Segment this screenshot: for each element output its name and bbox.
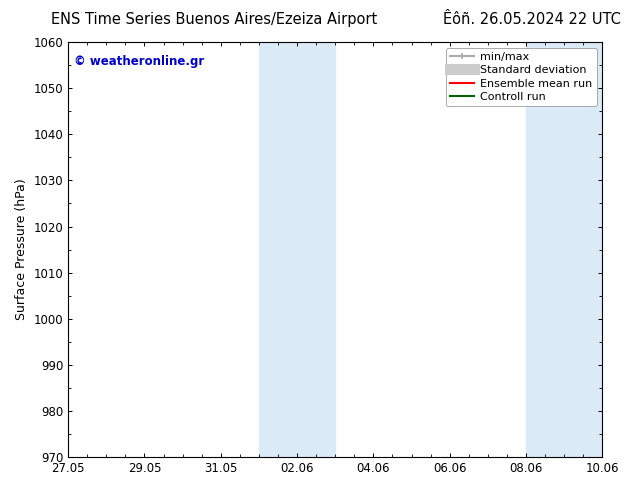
Text: © weatheronline.gr: © weatheronline.gr bbox=[74, 54, 204, 68]
Bar bbox=[259, 42, 335, 457]
Legend: min/max, Standard deviation, Ensemble mean run, Controll run: min/max, Standard deviation, Ensemble me… bbox=[446, 48, 597, 106]
Bar bbox=[526, 42, 602, 457]
Text: Êôñ. 26.05.2024 22 UTC: Êôñ. 26.05.2024 22 UTC bbox=[443, 12, 621, 27]
Y-axis label: Surface Pressure (hPa): Surface Pressure (hPa) bbox=[15, 179, 28, 320]
Text: ENS Time Series Buenos Aires/Ezeiza Airport: ENS Time Series Buenos Aires/Ezeiza Airp… bbox=[51, 12, 377, 27]
